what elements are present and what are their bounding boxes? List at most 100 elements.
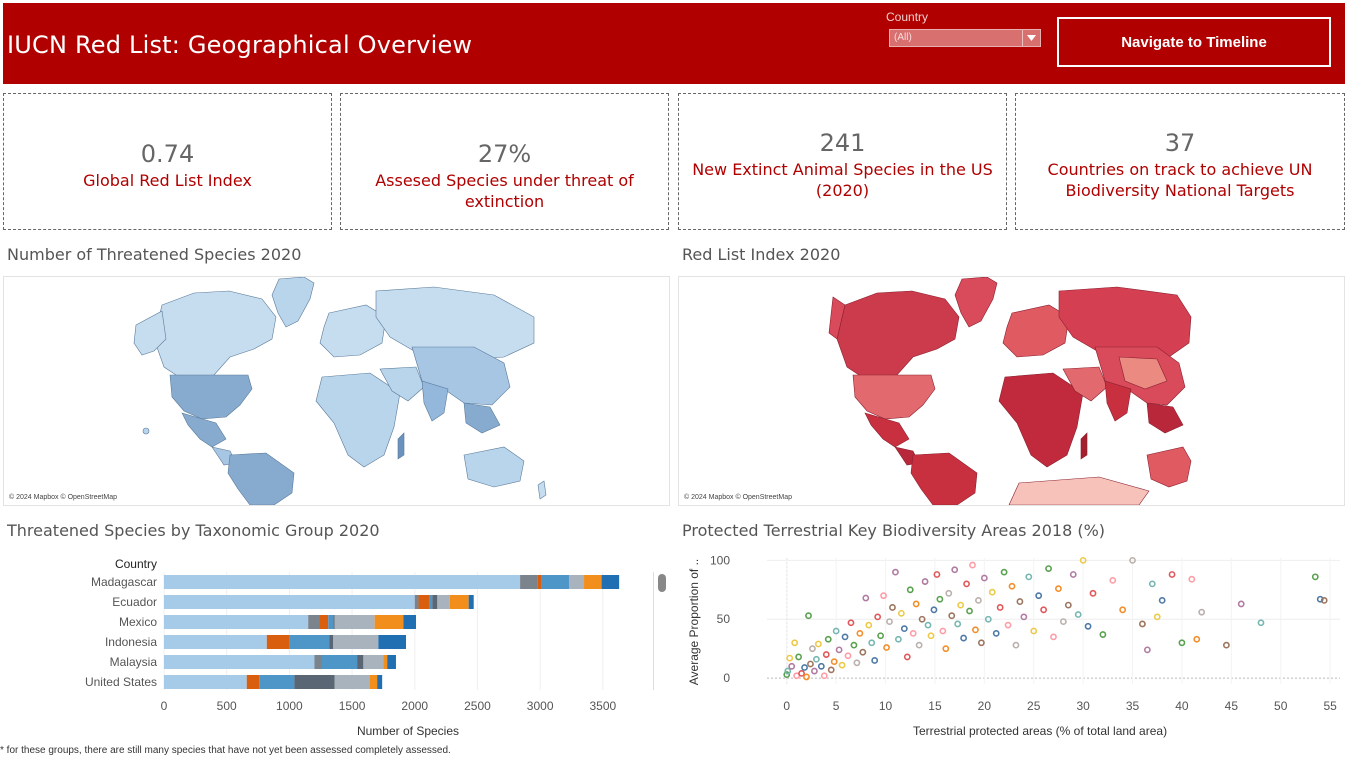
scatter-point[interactable] [812, 655, 820, 663]
scatter-point[interactable] [892, 568, 899, 576]
bar-segment[interactable] [266, 635, 290, 649]
scatter-point[interactable] [1222, 641, 1230, 649]
scatter-point[interactable] [1045, 565, 1052, 572]
scatter-point[interactable] [805, 612, 812, 620]
scatter-point[interactable] [835, 646, 843, 654]
scatter-point[interactable] [960, 634, 967, 642]
scatter-point[interactable] [1109, 576, 1117, 584]
bar-segment[interactable] [308, 615, 320, 629]
bar-segment[interactable] [314, 655, 322, 669]
scatter-point[interactable] [942, 645, 950, 653]
scatter-point[interactable] [1143, 646, 1151, 654]
scatter-point[interactable] [963, 580, 970, 588]
scatter-point[interactable] [972, 626, 979, 634]
vertical-scrollbar-thumb[interactable] [658, 574, 666, 592]
scatter-point[interactable] [1257, 619, 1265, 627]
scatter-point[interactable] [847, 619, 855, 627]
scatter-point[interactable] [1320, 596, 1328, 604]
scatter-point[interactable] [1099, 631, 1107, 638]
scatter-point[interactable] [868, 639, 876, 647]
country-filter-dropdown[interactable]: (All) [889, 29, 1041, 47]
scatter-point[interactable] [1084, 622, 1092, 630]
scatter-point[interactable] [924, 621, 932, 629]
scatter-point[interactable] [996, 604, 1004, 611]
scatter-point[interactable] [948, 612, 956, 620]
scatter-point[interactable] [788, 662, 796, 670]
scatter-point[interactable] [1129, 556, 1136, 564]
scatter-point[interactable] [862, 594, 870, 602]
scatter-point[interactable] [894, 635, 902, 643]
scatter-point[interactable] [1193, 635, 1201, 643]
scatter-point[interactable] [783, 671, 791, 678]
scatter-point[interactable] [1148, 580, 1156, 588]
bar-segment[interactable] [164, 675, 247, 689]
bar-segment[interactable] [357, 655, 364, 669]
scatter-point[interactable] [909, 629, 917, 637]
bar-segment[interactable] [418, 595, 430, 609]
scatter-point[interactable] [838, 661, 846, 669]
chevron-down-icon[interactable] [1022, 30, 1040, 46]
scatter-point[interactable] [1059, 618, 1067, 625]
bar-segment[interactable] [289, 635, 330, 649]
scatter-point[interactable] [883, 644, 890, 651]
scatter-point[interactable] [984, 615, 992, 623]
scatter-point[interactable] [811, 667, 818, 675]
bar-segment[interactable] [374, 615, 404, 629]
scatter-point[interactable] [1035, 592, 1043, 600]
scatter-point[interactable] [966, 607, 973, 615]
scatter-point[interactable] [786, 654, 794, 662]
scatter-point[interactable] [912, 600, 920, 608]
scatter-point[interactable] [1025, 573, 1033, 581]
bar-segment[interactable] [568, 575, 585, 589]
scatter-point[interactable] [827, 666, 835, 674]
bar-segment[interactable] [321, 655, 358, 669]
scatter-point[interactable] [1008, 582, 1016, 590]
threatened-species-map[interactable]: © 2024 Mapbox © OpenStreetMap [3, 276, 670, 506]
scatter-point[interactable] [874, 613, 882, 621]
scatter-point[interactable] [957, 601, 965, 609]
bar-segment[interactable] [432, 595, 438, 609]
bar-segment[interactable] [537, 575, 542, 589]
scatter-point[interactable] [1316, 595, 1324, 603]
bar-segment[interactable] [164, 655, 315, 669]
scatter-point[interactable] [915, 641, 923, 649]
bar-segment[interactable] [387, 655, 396, 669]
bar-segment[interactable] [363, 655, 384, 669]
scatter-point[interactable] [1012, 641, 1020, 649]
bar-segment[interactable] [414, 595, 419, 609]
scatter-point[interactable] [897, 609, 905, 617]
scatter-point[interactable] [927, 632, 935, 640]
bar-segment[interactable] [378, 635, 406, 649]
scatter-point[interactable] [853, 659, 861, 667]
scatter-point[interactable] [877, 632, 885, 640]
scatter-point[interactable] [841, 633, 849, 641]
scatter-point[interactable] [992, 629, 1000, 637]
scatter-point[interactable] [859, 648, 867, 656]
bar-segment[interactable] [429, 595, 433, 609]
scatter-point[interactable] [1119, 606, 1127, 614]
bar-segment[interactable] [328, 615, 334, 629]
bar-segment[interactable] [520, 575, 538, 589]
scatter-point[interactable] [1050, 633, 1057, 641]
bar-segment[interactable] [333, 635, 379, 649]
scatter-point[interactable] [930, 606, 938, 614]
scatter-point[interactable] [1153, 613, 1161, 621]
red-list-index-map[interactable]: © 2024 Mapbox © OpenStreetMap [678, 276, 1345, 506]
scatter-point[interactable] [921, 578, 929, 585]
scatter-point[interactable] [980, 574, 988, 582]
scatter-point[interactable] [988, 588, 996, 596]
scatter-point[interactable] [1064, 601, 1072, 609]
bar-segment[interactable] [369, 675, 378, 689]
scatter-point[interactable] [832, 627, 840, 635]
scatter-point[interactable] [830, 658, 838, 666]
scatter-point[interactable] [844, 652, 852, 660]
scatter-point[interactable] [1089, 589, 1097, 597]
scatter-point[interactable] [795, 653, 803, 661]
scatter-point[interactable] [945, 589, 953, 597]
bar-segment[interactable] [403, 615, 417, 629]
scatter-point[interactable] [803, 673, 810, 681]
bar-segment[interactable] [334, 675, 370, 689]
bar-segment[interactable] [541, 575, 569, 589]
scatter-point[interactable] [886, 618, 893, 625]
bar-segment[interactable] [468, 595, 474, 609]
